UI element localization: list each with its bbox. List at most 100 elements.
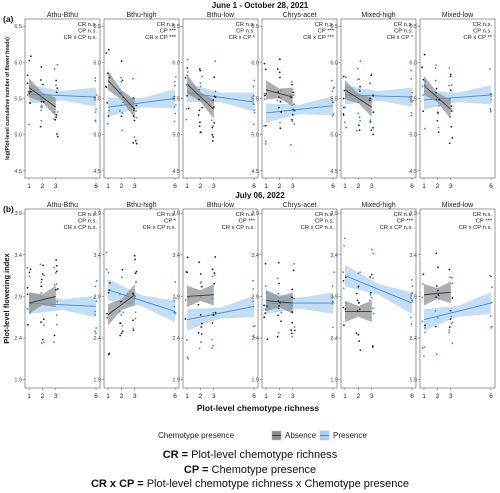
stat-label: CR n.s. <box>315 212 335 218</box>
data-point <box>451 297 454 299</box>
definition-crxcp-abbr: CR x CP <box>90 478 135 490</box>
y-tick-label: 6.0 <box>14 60 22 66</box>
data-point <box>411 285 414 288</box>
stat-label: CR x CP n.s. <box>64 225 98 231</box>
data-point <box>40 342 43 344</box>
data-point <box>332 271 335 274</box>
data-point <box>293 123 296 126</box>
data-point <box>368 82 371 85</box>
y-tick-label: 1.9 <box>251 378 259 384</box>
data-point <box>291 118 293 121</box>
y-tick-label: 5.0 <box>14 133 22 139</box>
data-point <box>331 302 334 305</box>
data-point <box>291 321 294 324</box>
data-point <box>344 106 346 109</box>
data-point <box>279 96 282 99</box>
x-tick-label: 2 <box>199 183 203 190</box>
chart-panel-a: June 1 - October 28, 2021 (a) log(Plot-lev… <box>3 1 496 190</box>
data-point <box>423 53 426 56</box>
data-point <box>28 92 31 95</box>
x-tick-label: 6 <box>94 183 98 190</box>
data-point <box>212 124 215 127</box>
data-point <box>198 347 201 350</box>
data-point <box>106 316 109 319</box>
data-point <box>200 322 203 325</box>
data-point <box>105 251 108 254</box>
data-point <box>53 283 56 286</box>
data-point <box>276 277 279 280</box>
x-axis-title: Plot-level chemotype richness <box>197 403 320 413</box>
trend-line-presence <box>423 302 492 321</box>
data-point <box>436 111 439 114</box>
y-tick-label: 3.4 <box>93 253 101 259</box>
data-point <box>276 68 279 70</box>
facet-bthu-low: Bthu-low 4.5 5.0 5.5 6.0 6.5 1 2 3 6 CR n.s.CP n.s… <box>172 9 259 190</box>
data-point <box>424 127 426 130</box>
data-point <box>174 297 177 300</box>
data-point <box>199 273 202 275</box>
data-point <box>185 83 188 86</box>
data-point <box>55 282 58 285</box>
x-tick-label: 1 <box>27 183 31 190</box>
data-point <box>490 301 493 304</box>
x-tick-label: 1 <box>422 393 426 400</box>
data-point <box>253 325 256 327</box>
data-point <box>451 136 454 139</box>
data-point <box>436 316 439 319</box>
data-point <box>95 332 97 335</box>
x-tick-label: 6 <box>489 393 493 400</box>
data-point <box>198 98 200 101</box>
y-tick-label: 5.0 <box>330 133 338 139</box>
data-point <box>200 281 203 284</box>
data-point <box>118 110 121 112</box>
data-point <box>264 68 267 71</box>
data-point <box>449 309 452 312</box>
data-point <box>291 113 294 116</box>
facet-strip <box>420 199 495 209</box>
y-tick-label: 6.0 <box>172 60 180 66</box>
data-point <box>292 103 295 106</box>
y-tick-label: 6.0 <box>251 60 259 66</box>
data-point <box>424 324 426 327</box>
data-point <box>291 288 294 291</box>
data-point <box>53 266 56 269</box>
data-point <box>359 119 361 122</box>
data-point <box>211 140 214 142</box>
data-point <box>119 300 122 303</box>
data-point <box>332 87 335 90</box>
data-point <box>187 296 190 299</box>
data-point <box>370 129 373 132</box>
stat-label: CP *** <box>476 219 493 225</box>
data-point <box>29 102 32 104</box>
data-point <box>105 52 108 55</box>
x-tick-label: 3 <box>212 183 216 190</box>
data-point <box>489 109 492 112</box>
x-tick-label: 3 <box>370 393 374 400</box>
y-tick-label: 4.5 <box>93 169 101 175</box>
y-tick-label: 6.5 <box>251 24 259 30</box>
data-point <box>26 307 29 310</box>
x-tick-label: 6 <box>173 183 177 190</box>
y-tick-label: 5.5 <box>172 97 180 103</box>
data-point <box>449 107 452 110</box>
data-point <box>253 336 256 339</box>
data-point <box>410 278 413 281</box>
data-point <box>276 99 279 102</box>
y-tick-label: 1.9 <box>409 378 417 384</box>
data-point <box>122 96 125 99</box>
data-point <box>94 314 97 316</box>
data-point <box>290 81 293 83</box>
data-point <box>266 338 269 341</box>
data-point <box>132 319 134 322</box>
data-point <box>434 310 437 312</box>
data-point <box>265 291 268 294</box>
y-tick-label: 2.9 <box>14 294 22 300</box>
data-point <box>52 111 55 114</box>
facet-bthu-high: Bthu-high 1.9 2.4 2.9 3.4 3.9 1 2 3 6 CR n.s.CP *C… <box>93 199 180 400</box>
data-point <box>106 312 108 315</box>
stat-label: CR x CP n.s. <box>143 225 177 231</box>
y-tick-label: 5.0 <box>251 133 259 139</box>
data-point <box>435 353 438 356</box>
y-tick-label: 1.9 <box>330 378 338 384</box>
x-tick-label: 3 <box>449 393 453 400</box>
